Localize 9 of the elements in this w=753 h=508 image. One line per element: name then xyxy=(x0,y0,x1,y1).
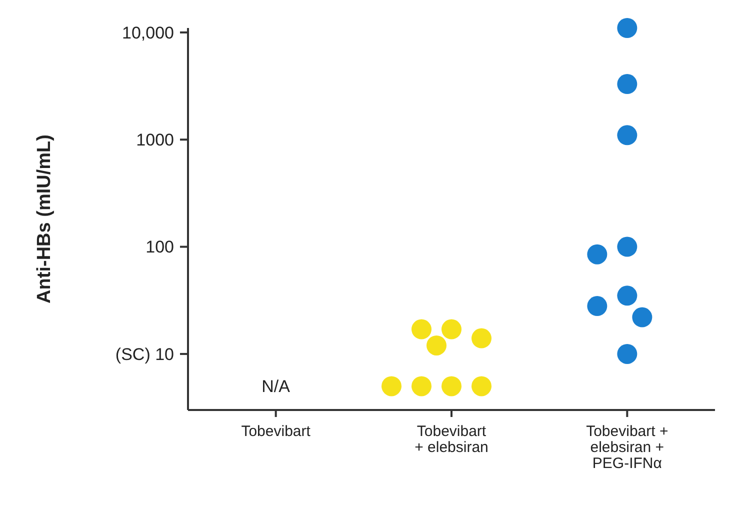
x-tick-label: Tobevibart xyxy=(241,423,312,440)
annotation: N/A xyxy=(262,376,291,396)
y-tick-label: 1000 xyxy=(136,130,174,150)
y-tick-label: 100 xyxy=(146,238,174,257)
x-tick-label: Tobevibart + elebsiran xyxy=(414,423,488,456)
y-tick-label: (SC) 10 xyxy=(115,344,174,364)
x-tick-label: Tobevibart + elebsiran + PEG-IFNα xyxy=(586,423,668,472)
y-tick-label: 10,000 xyxy=(122,23,174,42)
y-axis-title: Anti-HBs (mIU/mL) xyxy=(34,134,55,304)
